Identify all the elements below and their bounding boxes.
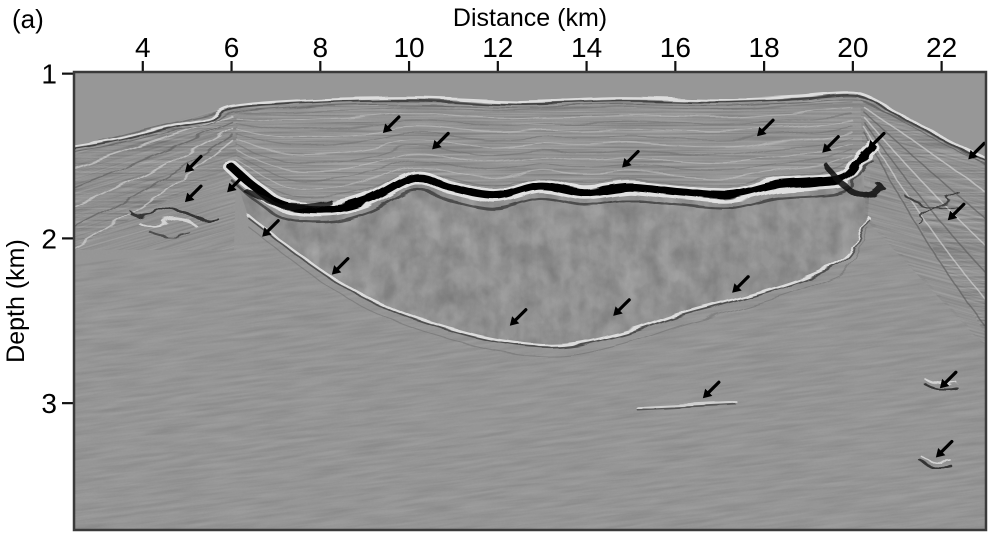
y-tick-1: 1 — [41, 59, 75, 90]
x-tick-16: 16 — [660, 32, 691, 73]
panel-label: (a) — [12, 4, 44, 34]
right-flank-texture — [860, 98, 986, 348]
arrow-8 — [509, 308, 528, 326]
arrow-15 — [867, 131, 886, 150]
arrow-5 — [331, 257, 350, 275]
arrow-3 — [227, 174, 245, 193]
annotation-arrows — [184, 115, 986, 458]
arrow-13 — [757, 118, 775, 137]
svg-text:18: 18 — [749, 32, 780, 63]
x-tick-8: 8 — [313, 32, 329, 73]
x-tick-20: 20 — [837, 32, 868, 73]
y-axis-title: Depth (km) — [2, 239, 30, 363]
x-tick-6: 6 — [224, 32, 240, 73]
svg-text:14: 14 — [571, 32, 602, 63]
plot-border — [72, 70, 988, 532]
svg-text:10: 10 — [393, 32, 424, 63]
x-tick-14: 14 — [571, 32, 602, 73]
left-flank-texture — [74, 104, 238, 250]
svg-text:22: 22 — [926, 32, 957, 63]
arrow-16 — [947, 202, 966, 221]
horizon-reflectors — [74, 92, 986, 411]
arrow-12 — [732, 275, 750, 293]
svg-text:6: 6 — [224, 32, 240, 63]
x-axis-title: Distance (km) — [453, 4, 607, 32]
arrow-17 — [968, 141, 986, 160]
svg-text:8: 8 — [313, 32, 329, 63]
seismic-image — [74, 72, 986, 530]
svg-text:4: 4 — [135, 32, 151, 63]
svg-text:16: 16 — [660, 32, 691, 63]
x-axis-ticks: 4 6 8 10 12 14 16 18 20 22 — [135, 32, 957, 73]
deep-texture — [74, 215, 986, 530]
svg-text:20: 20 — [837, 32, 868, 63]
y-tick-3: 3 — [41, 388, 75, 419]
arrow-4 — [262, 219, 280, 237]
arrow-6 — [382, 115, 401, 133]
arrow-2 — [184, 184, 203, 203]
arrow-11 — [702, 380, 721, 399]
small-features — [128, 165, 961, 468]
svg-text:2: 2 — [41, 223, 57, 254]
x-tick-22: 22 — [926, 32, 957, 73]
x-tick-4: 4 — [135, 32, 151, 73]
arrow-14 — [822, 135, 840, 153]
x-tick-18: 18 — [749, 32, 780, 73]
arrow-19 — [935, 439, 954, 458]
x-tick-12: 12 — [482, 32, 513, 73]
arrow-9 — [613, 298, 631, 316]
svg-text:3: 3 — [41, 388, 57, 419]
x-tick-10: 10 — [393, 32, 425, 73]
svg-text:12: 12 — [482, 32, 513, 63]
y-tick-2: 2 — [41, 223, 75, 254]
svg-text:1: 1 — [41, 59, 57, 90]
arrow-10 — [622, 149, 640, 168]
arrow-18 — [939, 370, 958, 389]
arrow-7 — [432, 131, 450, 150]
y-axis-ticks: 1 2 3 — [41, 59, 75, 419]
arrow-1 — [184, 154, 203, 173]
